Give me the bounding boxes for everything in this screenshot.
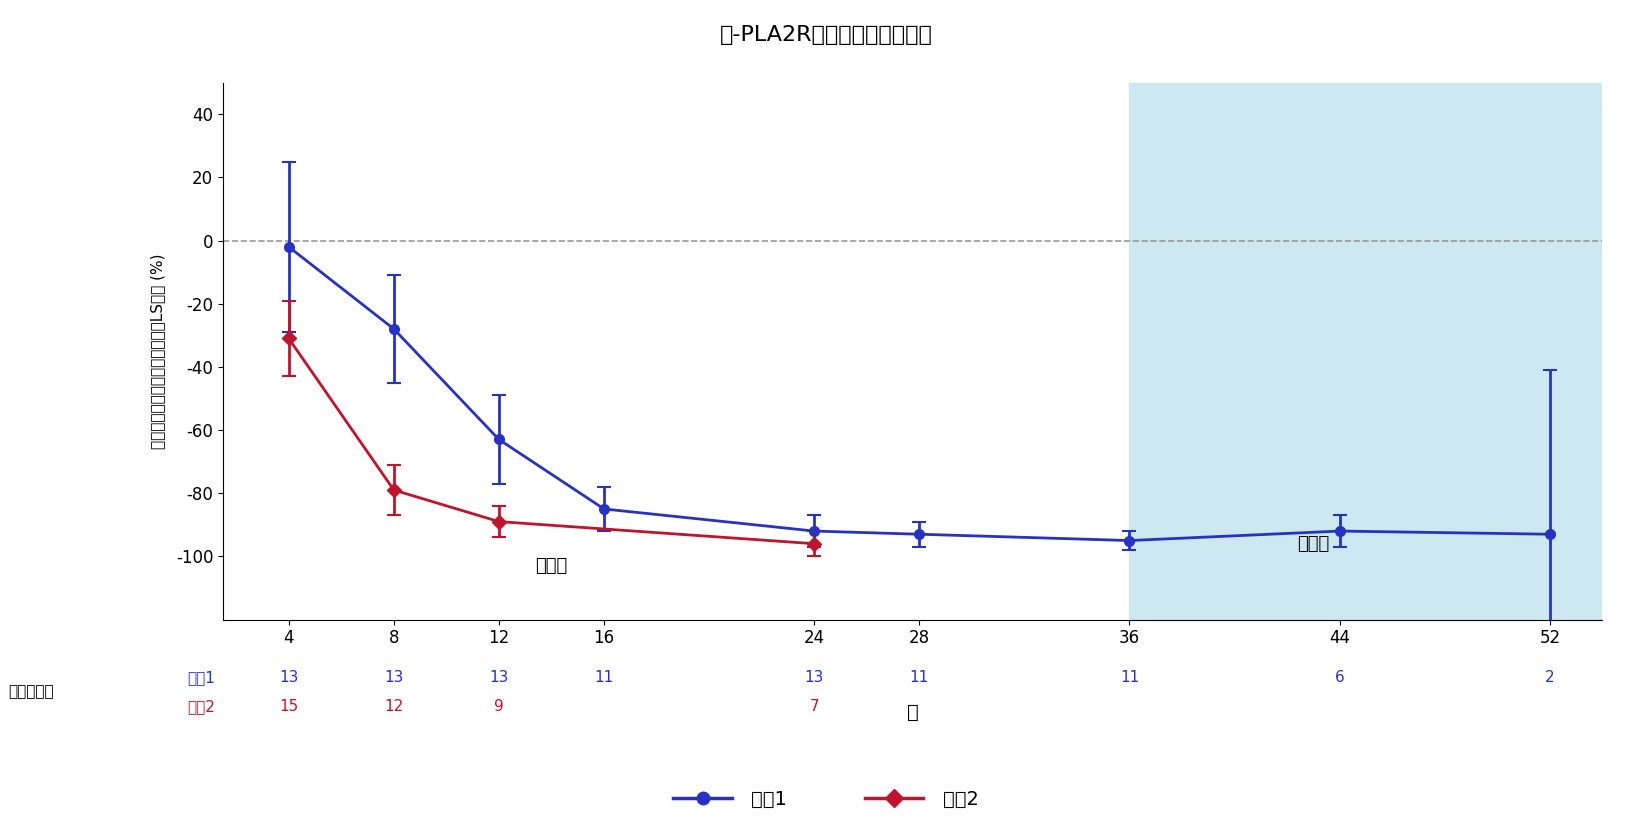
Text: 11: 11 <box>595 670 613 685</box>
Text: 2: 2 <box>1545 670 1555 685</box>
Text: 受试者人数: 受试者人数 <box>8 684 55 700</box>
Text: 队列2: 队列2 <box>187 699 215 714</box>
Text: 随访期: 随访期 <box>1297 534 1330 553</box>
Text: 13: 13 <box>805 670 824 685</box>
Text: 6: 6 <box>1335 670 1345 685</box>
Text: 队列1: 队列1 <box>187 670 215 685</box>
Bar <box>1130 83 1602 620</box>
Y-axis label: 相对于基线的百分比变化的几何LS均値 (%): 相对于基线的百分比变化的几何LS均値 (%) <box>150 254 165 449</box>
Text: 治疗期: 治疗期 <box>535 557 568 575</box>
Text: 11: 11 <box>910 670 928 685</box>
Text: 12: 12 <box>385 699 403 714</box>
Text: 抗-PLA2R对比基线百分比变化: 抗-PLA2R对比基线百分比变化 <box>720 25 932 45</box>
Text: 9: 9 <box>494 699 504 714</box>
Text: 13: 13 <box>385 670 403 685</box>
Text: 11: 11 <box>1120 670 1140 685</box>
Text: 7: 7 <box>809 699 819 714</box>
Text: 13: 13 <box>489 670 509 685</box>
Text: 13: 13 <box>279 670 299 685</box>
Legend: 队列1, 队列2: 队列1, 队列2 <box>666 781 986 816</box>
Text: 15: 15 <box>279 699 299 714</box>
X-axis label: 周: 周 <box>907 703 919 722</box>
